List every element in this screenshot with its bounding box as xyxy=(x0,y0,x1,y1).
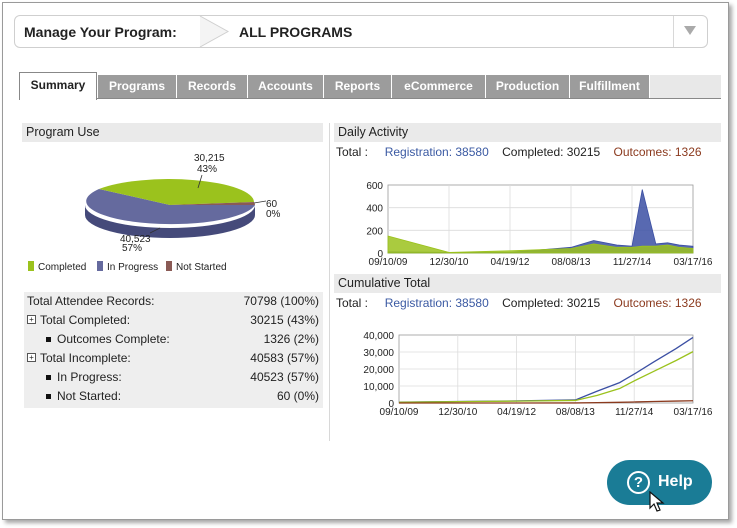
y-tick-label: 600 xyxy=(366,181,383,192)
tab-fulfillment[interactable]: Fulfillment xyxy=(570,75,650,98)
series-outcomes-line xyxy=(399,400,694,404)
expand-completed-icon[interactable]: + xyxy=(27,315,36,324)
y-tick-label: 40,000 xyxy=(363,331,394,342)
program-dropdown-button[interactable] xyxy=(673,16,707,47)
y-tick-label: 400 xyxy=(366,204,383,215)
x-tick-label: 11/27/14 xyxy=(613,257,652,268)
bullet-icon xyxy=(46,375,51,380)
pie-label-completed-pct: 43% xyxy=(197,164,217,175)
daily-activity-title: Daily Activity xyxy=(338,125,409,139)
pie-label-completed-value: 30,215 xyxy=(194,153,225,164)
panel-divider xyxy=(329,123,330,441)
bullet-icon xyxy=(46,394,51,399)
main-tabs: Summary Programs Records Accounts Report… xyxy=(19,72,721,100)
pie-label-in-progress-pct: 57% xyxy=(122,243,142,254)
tab-programs[interactable]: Programs xyxy=(98,75,177,98)
daily-activity-header: Daily Activity xyxy=(334,123,721,142)
program-selector[interactable]: Manage Your Program: ALL PROGRAMS xyxy=(14,15,708,48)
x-tick-label: 04/19/12 xyxy=(497,407,536,418)
cumulative-totals: Total : Registration: 38580 Completed: 3… xyxy=(336,296,702,310)
attendee-stats-table: Total Attendee Records: 70798 (100%) + T… xyxy=(24,292,323,408)
tab-ecommerce[interactable]: eCommerce xyxy=(392,75,486,98)
program-selector-label: Manage Your Program: xyxy=(24,24,177,40)
program-selector-value: ALL PROGRAMS xyxy=(239,24,353,40)
pie-side-in-progress xyxy=(85,205,255,238)
y-tick-label: 30,000 xyxy=(363,348,394,359)
series-completed-area xyxy=(387,235,694,254)
x-tick-label: 08/08/13 xyxy=(552,257,591,268)
program-use-title: Program Use xyxy=(26,125,100,139)
y-tick-label: 10,000 xyxy=(363,382,394,393)
series-completed-line xyxy=(398,351,694,403)
tab-strip-fill xyxy=(650,75,721,98)
legend-swatch-in-progress xyxy=(97,261,103,271)
app-window: Manage Your Program: ALL PROGRAMS Summar… xyxy=(2,2,729,520)
y-tick-label: 0 xyxy=(377,249,383,260)
caret-down-icon xyxy=(684,26,696,35)
daily-activity-chart: 09/10/09 12/30/10 04/19/12 08/08/13 11/27/14… xyxy=(366,181,713,268)
cumulative-total-title: Cumulative Total xyxy=(338,276,431,290)
cumulative-total-chart: 09/10/09 12/30/10 04/19/12 08/08/13 11/27/14… xyxy=(363,331,713,418)
stats-row-total-incomplete: + Total Incomplete: 40583 (57%) xyxy=(24,349,323,368)
y-tick-label: 0 xyxy=(388,399,394,410)
cursor-icon xyxy=(649,491,665,512)
tab-reports[interactable]: Reports xyxy=(324,75,392,98)
bullet-icon xyxy=(46,337,51,342)
pie-slice-not-started xyxy=(170,202,255,205)
x-tick-label: 12/30/10 xyxy=(430,257,469,268)
tab-production[interactable]: Production xyxy=(486,75,570,98)
expand-incomplete-icon[interactable]: + xyxy=(27,353,36,362)
x-tick-label: 11/27/14 xyxy=(615,407,654,418)
x-tick-label: 09/10/09 xyxy=(380,407,419,418)
legend-swatch-not-started xyxy=(166,261,172,271)
pie-label-in-progress-value: 40,523 xyxy=(120,234,151,245)
pie-label-not-started-pct: 0% xyxy=(266,209,281,220)
tab-accounts[interactable]: Accounts xyxy=(248,75,324,98)
legend-swatch-completed xyxy=(28,261,34,271)
stats-row-in-progress: In Progress: 40523 (57%) xyxy=(24,368,323,387)
program-use-header: Program Use xyxy=(22,123,323,142)
y-tick-label: 20,000 xyxy=(363,365,394,376)
help-button-label: Help xyxy=(658,473,693,490)
tab-summary[interactable]: Summary xyxy=(19,72,97,100)
x-tick-label: 09/10/09 xyxy=(369,257,408,268)
pie-label-not-started-value: 60 xyxy=(266,199,278,210)
x-tick-label: 12/30/10 xyxy=(438,407,477,418)
question-circle-icon: ? xyxy=(627,471,650,494)
y-tick-label: 200 xyxy=(366,226,383,237)
program-use-pie-chart: 30,215 43% 60 0% 40,523 57% xyxy=(85,153,281,254)
cumulative-total-header: Cumulative Total xyxy=(334,274,721,293)
pie-slice-in-progress xyxy=(86,189,256,225)
x-tick-label: 04/19/12 xyxy=(491,257,530,268)
legend-in-progress: In Progress xyxy=(97,261,158,273)
stats-row-total-completed: + Total Completed: 30215 (43%) xyxy=(24,311,323,330)
stats-row-outcomes-complete: Outcomes Complete: 1326 (2%) xyxy=(24,330,323,349)
x-tick-label: 08/08/13 xyxy=(556,407,595,418)
help-button[interactable]: ? Help xyxy=(607,460,712,505)
chevron-divider-icon xyxy=(199,16,230,47)
legend-completed: Completed xyxy=(28,261,86,273)
tab-records[interactable]: Records xyxy=(177,75,248,98)
stats-row-not-started: Not Started: 60 (0%) xyxy=(24,387,323,406)
stats-row-total-records: Total Attendee Records: 70798 (100%) xyxy=(27,294,319,308)
x-tick-label: 03/17/16 xyxy=(674,407,713,418)
daily-activity-totals: Total : Registration: 38580 Completed: 3… xyxy=(336,145,702,159)
pie-slice-completed xyxy=(99,179,254,205)
x-tick-label: 03/17/16 xyxy=(674,257,713,268)
legend-not-started: Not Started xyxy=(166,261,227,273)
